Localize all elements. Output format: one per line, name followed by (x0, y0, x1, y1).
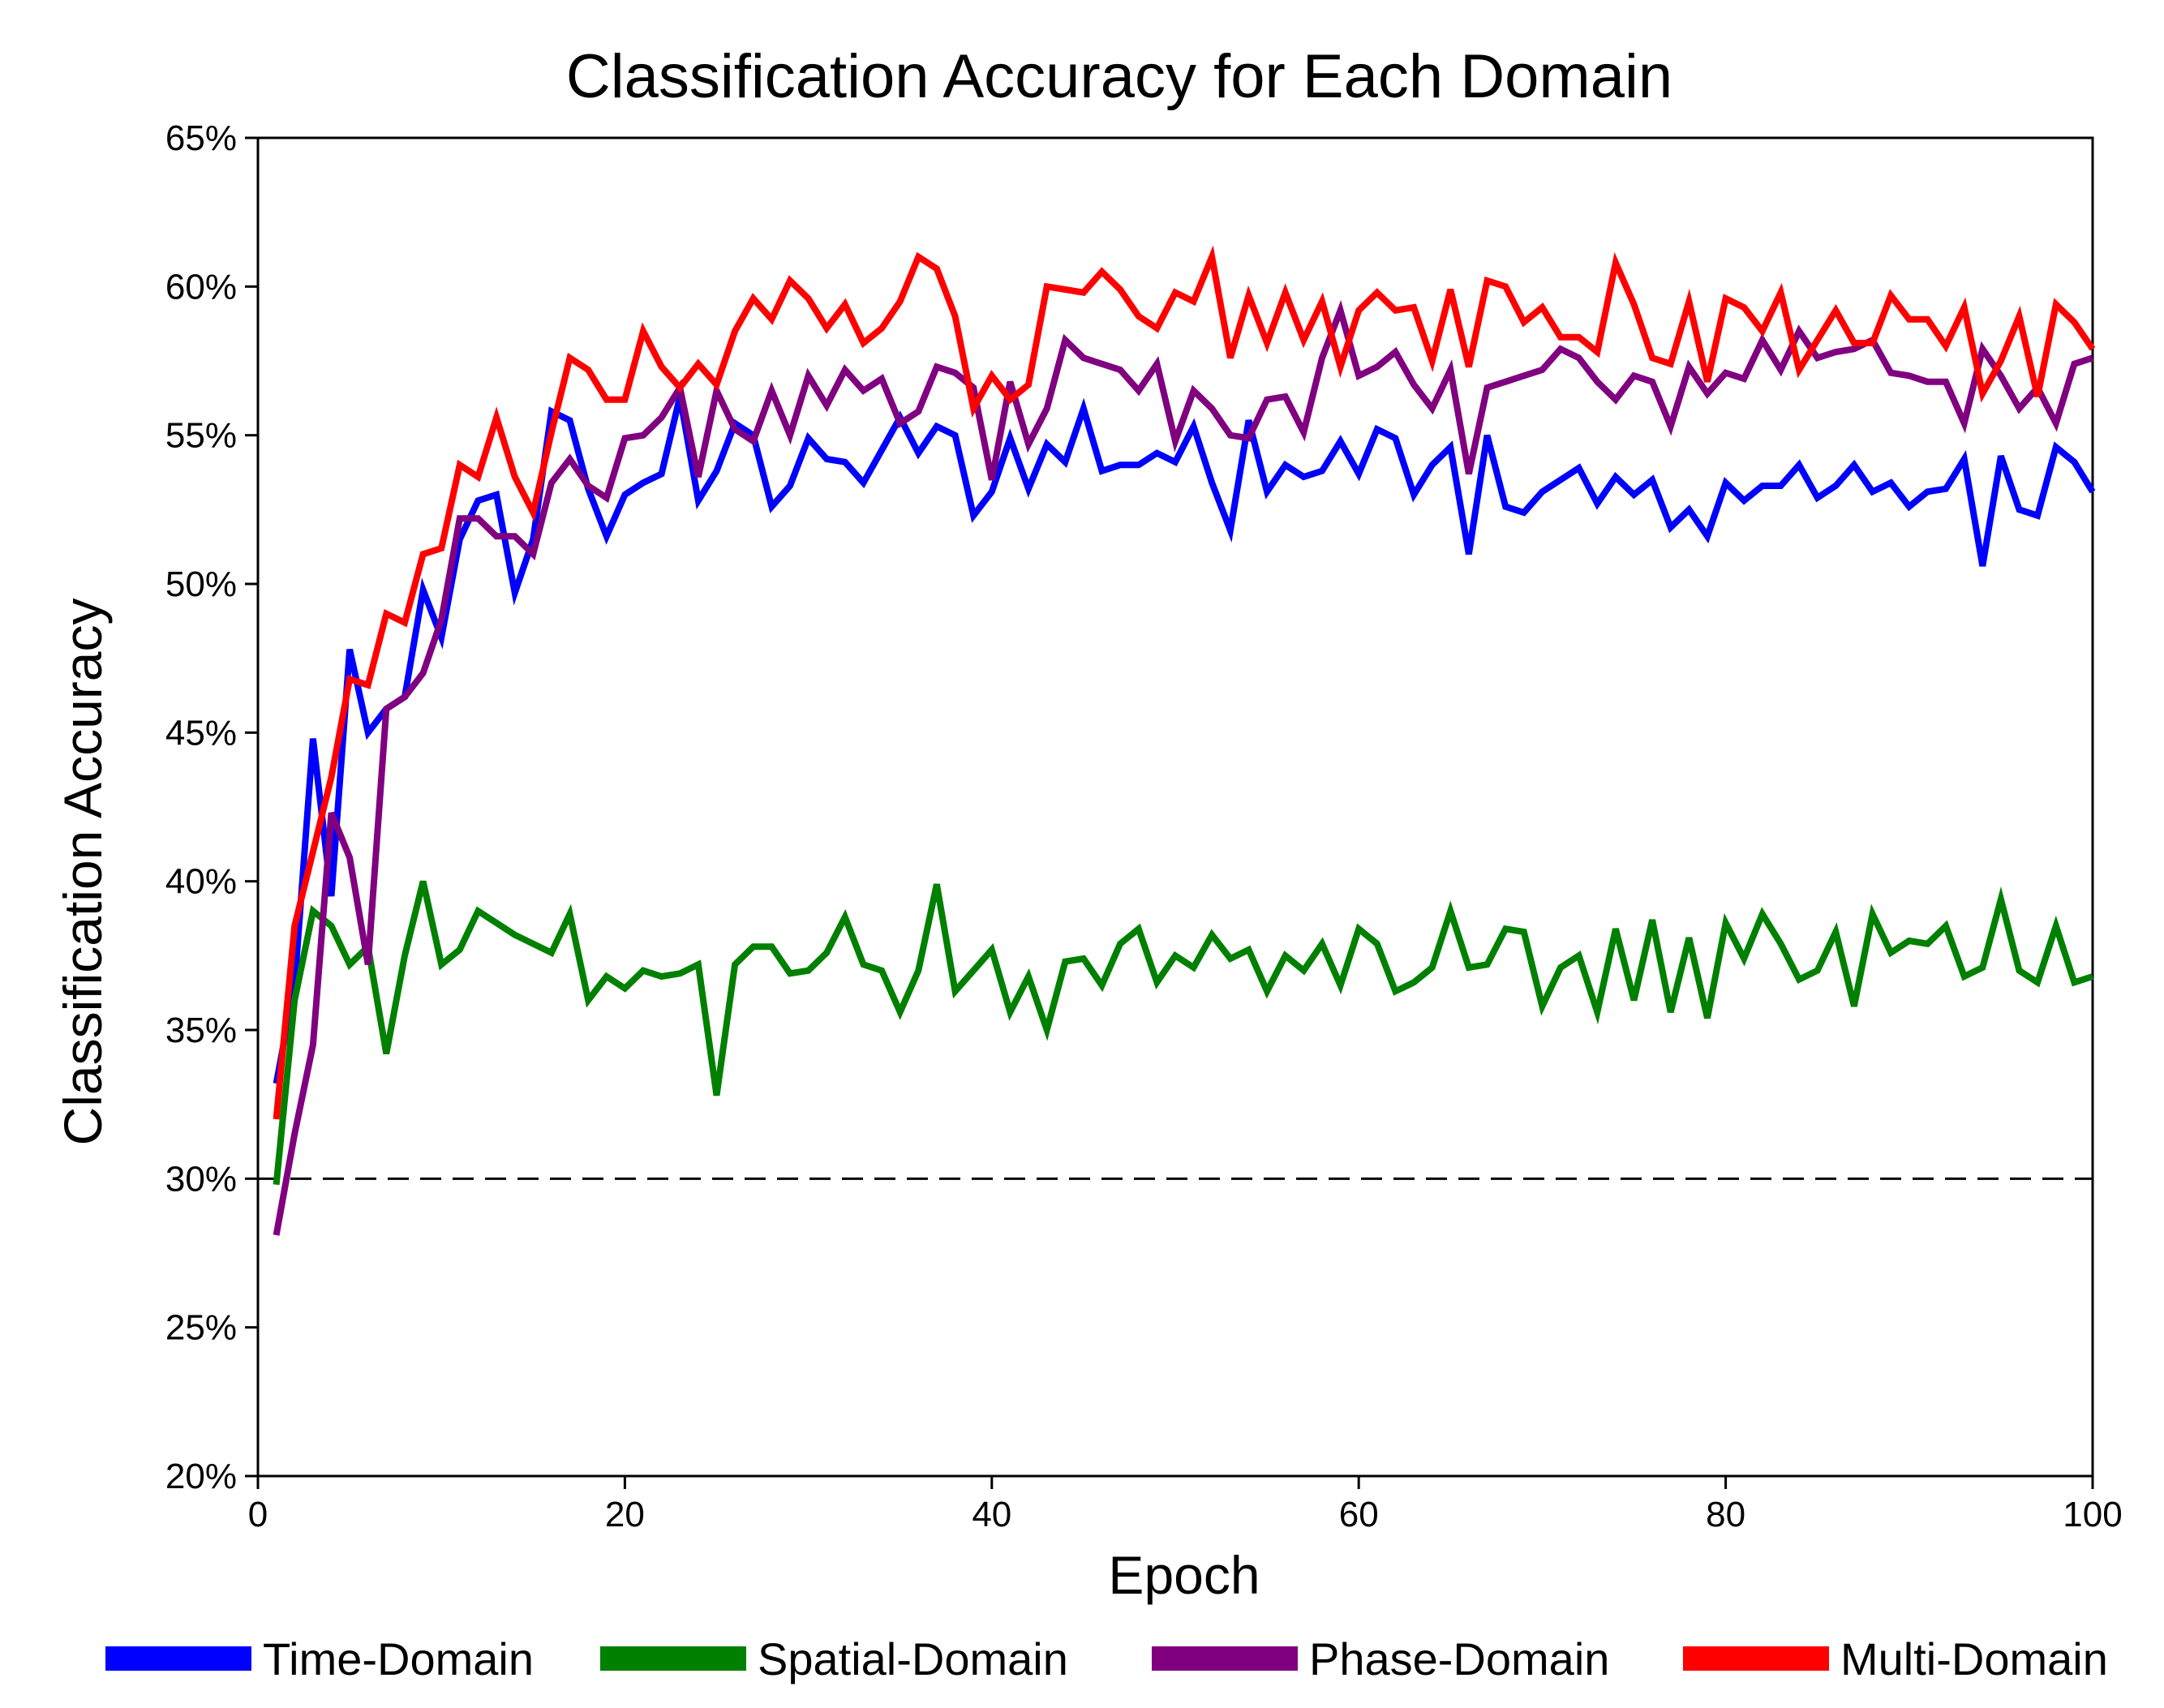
y-tick-label: 25% (165, 1308, 237, 1348)
y-tick-label: 50% (165, 564, 237, 604)
legend-item-phase-domain: Phase-Domain (1152, 1633, 1609, 1684)
series-lines (273, 245, 2096, 1236)
legend-swatch (1683, 1646, 1829, 1671)
series-line-phase-domain (273, 300, 2094, 1236)
plot-frame (256, 136, 2094, 1478)
y-tick-label: 35% (165, 1011, 237, 1050)
series-line-multi-domain (273, 245, 2096, 1120)
plot-area (256, 136, 2094, 1478)
y-tick-label: 40% (165, 862, 237, 902)
y-tick-label: 55% (165, 416, 237, 456)
y-tick-label: 65% (165, 118, 237, 158)
y-axis-label: Classification Accuracy (53, 599, 113, 1146)
x-tick-label: 40 (972, 1495, 1011, 1534)
legend-label: Multi-Domain (1840, 1633, 2108, 1684)
y-tick-label: 30% (165, 1159, 237, 1199)
y-tick-label: 20% (165, 1457, 237, 1496)
legend-swatch (600, 1646, 746, 1671)
legend-item-time-domain: Time-Domain (105, 1633, 534, 1684)
legend: Time-Domain Spatial-Domain Phase-Domain Mul… (105, 1633, 2108, 1684)
series-line-time-domain (273, 396, 2096, 1084)
legend-swatch (1152, 1646, 1298, 1671)
x-tick-label: 20 (605, 1495, 645, 1534)
x-axis-ticks: 0 20 40 60 80 100 (248, 1476, 2123, 1534)
legend-item-spatial-domain: Spatial-Domain (600, 1633, 1068, 1684)
y-tick-label: 45% (165, 713, 237, 753)
legend-label: Spatial-Domain (758, 1633, 1068, 1684)
legend-swatch (105, 1646, 251, 1671)
y-axis-ticks: 20% 25% 30% 35% 40% 45% 50% 55% 60% 65% (165, 118, 258, 1496)
legend-label: Phase-Domain (1309, 1633, 1609, 1684)
x-axis-label: Epoch (1108, 1545, 1260, 1605)
y-tick-label: 60% (165, 267, 237, 307)
legend-item-multi-domain: Multi-Domain (1683, 1633, 2108, 1684)
legend-label: Time-Domain (263, 1633, 534, 1684)
x-tick-label: 0 (248, 1495, 268, 1534)
series-line-spatial-domain (273, 880, 2094, 1186)
x-tick-label: 60 (1339, 1495, 1379, 1534)
chart-title: Classification Accuracy for Each Domain (566, 42, 1672, 111)
x-tick-label: 80 (1706, 1495, 1745, 1534)
x-tick-label: 100 (2063, 1495, 2122, 1534)
